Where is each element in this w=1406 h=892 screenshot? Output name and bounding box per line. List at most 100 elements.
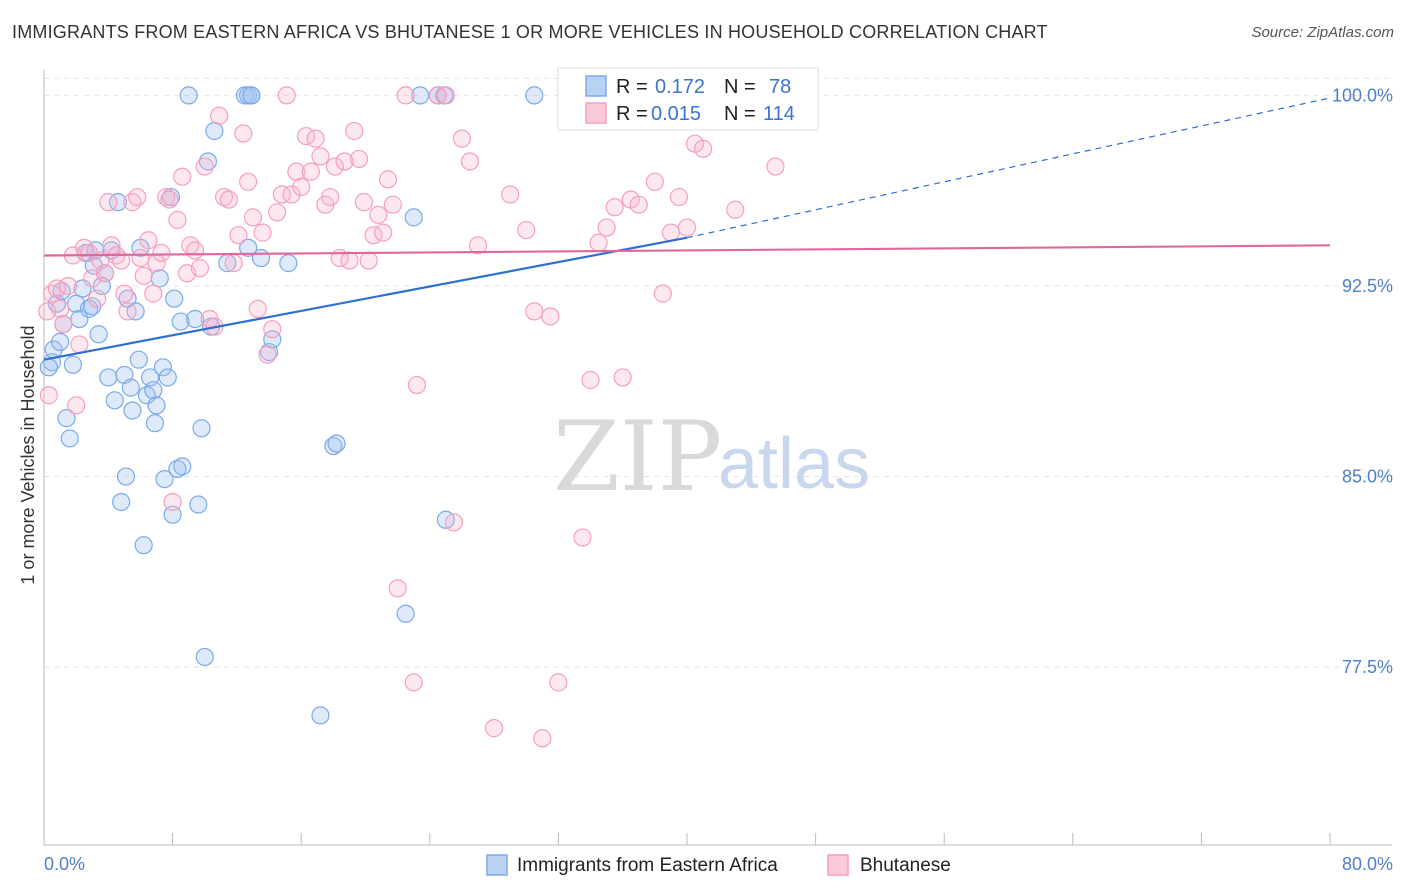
axes (43, 70, 1392, 846)
data-point (123, 401, 142, 420)
data-point (60, 429, 79, 448)
data-point (195, 647, 214, 667)
legend-r-value-0: 0.172 (655, 76, 705, 98)
data-point (597, 218, 616, 237)
bottom-legend-label-eastern-africa: Immigrants from Eastern Africa (517, 855, 778, 876)
data-point (168, 459, 187, 479)
data-point (147, 396, 166, 415)
bottom-legend: Immigrants from Eastern Africa Bhutanese (486, 854, 951, 876)
data-point (134, 266, 153, 285)
data-point (263, 320, 282, 339)
data-point (54, 314, 73, 334)
data-point (669, 187, 689, 207)
data-point (210, 106, 229, 125)
data-point (369, 205, 388, 224)
data-point (340, 251, 359, 270)
gridlines (44, 77, 1392, 668)
legend-n-label-1: N = (724, 103, 756, 125)
data-point (63, 355, 83, 374)
bottom-legend-label-bhutanese: Bhutanese (860, 855, 951, 876)
data-point (533, 729, 552, 748)
data-point (165, 289, 184, 308)
data-point (324, 436, 343, 456)
data-point (173, 167, 192, 186)
data-point (677, 218, 697, 237)
source-attribution: Source: ZipAtlas.com (1251, 24, 1394, 41)
data-point (258, 345, 277, 364)
data-point (239, 238, 258, 257)
data-point (155, 469, 174, 489)
data-point (99, 193, 118, 212)
data-point (277, 86, 296, 105)
legend-swatch-bhutanese (585, 102, 607, 124)
data-point (59, 276, 78, 296)
data-point (192, 419, 211, 438)
data-point (766, 157, 785, 176)
x-tick-label: 80.0% (1342, 854, 1393, 874)
data-point (501, 185, 520, 204)
data-point (75, 238, 94, 257)
data-point (198, 152, 218, 171)
data-point (444, 513, 464, 532)
y-tick-label: 85.0% (1342, 467, 1393, 487)
data-point (653, 284, 672, 303)
data-point (485, 719, 504, 738)
data-point (452, 129, 472, 148)
data-point (242, 86, 261, 105)
data-point (115, 284, 134, 303)
data-point (229, 226, 248, 245)
data-point (279, 254, 298, 273)
data-point (378, 170, 398, 189)
bottom-legend-swatch-eastern-africa (486, 854, 508, 876)
data-point (99, 368, 118, 387)
data-point (468, 236, 488, 255)
x-tick-label: 0.0% (44, 854, 85, 874)
data-point (179, 86, 198, 105)
bottom-legend-swatch-bhutanese (827, 854, 849, 876)
y-tick-label: 77.5% (1342, 657, 1393, 677)
data-point (112, 492, 131, 512)
data-point (70, 335, 89, 354)
data-point (282, 185, 301, 204)
data-point (153, 358, 173, 377)
data-point (325, 157, 345, 176)
legend-n-value-1: 114 (763, 103, 795, 125)
x-tick-labels: 0.0% 80.0% (44, 854, 1393, 874)
data-point (404, 673, 423, 692)
data-point (359, 251, 378, 270)
data-point (219, 190, 238, 209)
data-point (50, 332, 70, 351)
data-point (95, 264, 115, 283)
data-point (195, 157, 214, 176)
data-point (396, 86, 415, 105)
data-point (157, 187, 176, 207)
data-point (144, 381, 163, 400)
legend-r-label-1: R = (616, 103, 648, 125)
data-point (388, 579, 407, 598)
data-point (214, 187, 234, 207)
data-point (549, 673, 568, 692)
data-point (116, 467, 136, 486)
data-point (573, 528, 592, 547)
data-point (436, 86, 455, 105)
data-point (67, 396, 86, 415)
y-axis-label: 1 or more Vehicles in Household (18, 325, 38, 584)
data-point (374, 223, 393, 242)
data-point (354, 193, 373, 212)
data-point (629, 195, 648, 214)
data-point (292, 177, 311, 196)
data-point (234, 124, 253, 143)
data-point (189, 495, 208, 514)
watermark-zip: ZIP (553, 401, 722, 513)
data-point (525, 302, 544, 321)
data-point (306, 129, 325, 148)
data-point (160, 190, 179, 209)
trendline-bhutanese (43, 244, 1331, 257)
y-tick-label: 92.5% (1342, 276, 1393, 296)
data-point (311, 147, 330, 166)
data-point (335, 152, 354, 171)
data-point (224, 254, 243, 273)
data-point (345, 121, 364, 141)
data-point (396, 604, 415, 623)
